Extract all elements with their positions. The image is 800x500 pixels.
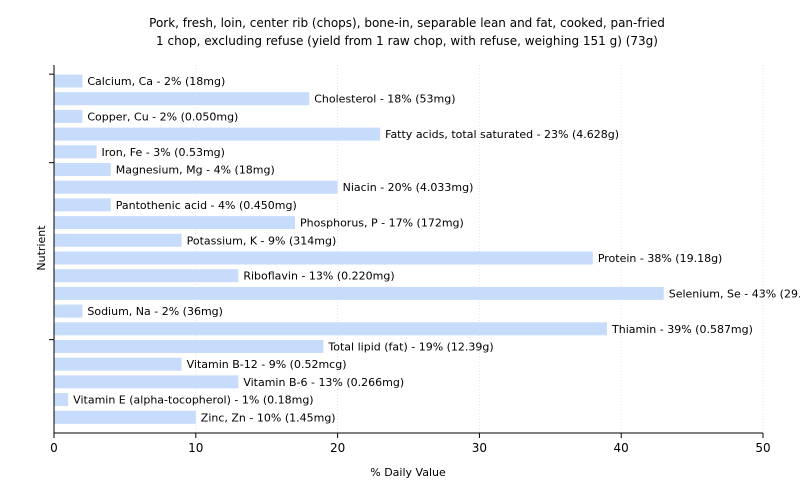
- bar-label: Vitamin B-12 - 9% (0.52mcg): [187, 358, 347, 371]
- x-tick-label: 10: [188, 441, 203, 455]
- y-axis-ticks: [49, 73, 54, 341]
- bar: [54, 286, 664, 300]
- bar: [54, 92, 310, 106]
- bar: [54, 251, 593, 265]
- bar: [54, 198, 111, 212]
- bar: [54, 410, 196, 424]
- bar-labels: Calcium, Ca - 2% (18mg) Cholesterol - 18%…: [73, 75, 800, 424]
- y-axis-label: Nutrient: [35, 225, 48, 271]
- bar: [54, 375, 239, 389]
- bar-label: Sodium, Na - 2% (36mg): [87, 305, 223, 318]
- bar: [54, 163, 111, 176]
- bar: [54, 357, 182, 371]
- bar-label: Calcium, Ca - 2% (18mg): [87, 75, 225, 88]
- bar-label: Iron, Fe - 3% (0.53mg): [102, 146, 225, 159]
- bar-label: Zinc, Zn - 10% (1.45mg): [201, 411, 336, 424]
- bar: [54, 145, 97, 159]
- bar: [54, 340, 324, 353]
- bar-label: Magnesium, Mg - 4% (18mg): [116, 164, 275, 177]
- bar: [54, 269, 239, 283]
- bar: [54, 216, 296, 230]
- bar: [54, 393, 69, 407]
- chart-subtitle: 1 chop, excluding refuse (yield from 1 r…: [156, 34, 658, 48]
- bar-label: Vitamin E (alpha-tocopherol) - 1% (0.18m…: [73, 394, 313, 407]
- axes: [53, 65, 763, 434]
- bar-label: Fatty acids, total saturated - 23% (4.62…: [385, 128, 619, 141]
- chart-title: Pork, fresh, loin, center rib (chops), b…: [149, 16, 665, 30]
- bar: [54, 109, 83, 123]
- bar: [54, 180, 338, 194]
- bar: [54, 127, 381, 141]
- bar-label: Copper, Cu - 2% (0.050mg): [87, 110, 238, 123]
- bar: [54, 304, 83, 318]
- bar-label: Riboflavin - 13% (0.220mg): [243, 270, 394, 283]
- bar-label: Cholesterol - 18% (53mg): [314, 93, 455, 106]
- bar: [54, 322, 608, 336]
- x-tick-label: 40: [614, 441, 629, 455]
- bar: [54, 74, 83, 88]
- bar-label: Thiamin - 39% (0.587mg): [611, 323, 753, 336]
- bar-label: Protein - 38% (19.18g): [598, 252, 723, 265]
- x-tick-label: 30: [472, 441, 487, 455]
- bar-label: Pantothenic acid - 4% (0.450mg): [116, 199, 297, 212]
- bar: [54, 233, 182, 247]
- bar-label: Phosphorus, P - 17% (172mg): [300, 217, 464, 230]
- bar-label: Selenium, Se - 43% (29.9mcg): [669, 287, 800, 300]
- bar-label: Niacin - 20% (4.033mg): [343, 181, 474, 194]
- bar-label: Potassium, K - 9% (314mg): [187, 234, 337, 247]
- grid-lines: [195, 65, 764, 433]
- x-axis-label: % Daily Value: [370, 466, 446, 479]
- x-tick-label: 0: [50, 441, 58, 455]
- bars: [54, 74, 664, 424]
- x-tick-label: 20: [330, 441, 345, 455]
- x-tick-label: 50: [755, 441, 770, 455]
- bar-label: Total lipid (fat) - 19% (12.39g): [327, 341, 493, 354]
- x-axis-ticks: 0 10 20 30 40 50: [50, 433, 771, 455]
- bar-label: Vitamin B-6 - 13% (0.266mg): [243, 376, 404, 389]
